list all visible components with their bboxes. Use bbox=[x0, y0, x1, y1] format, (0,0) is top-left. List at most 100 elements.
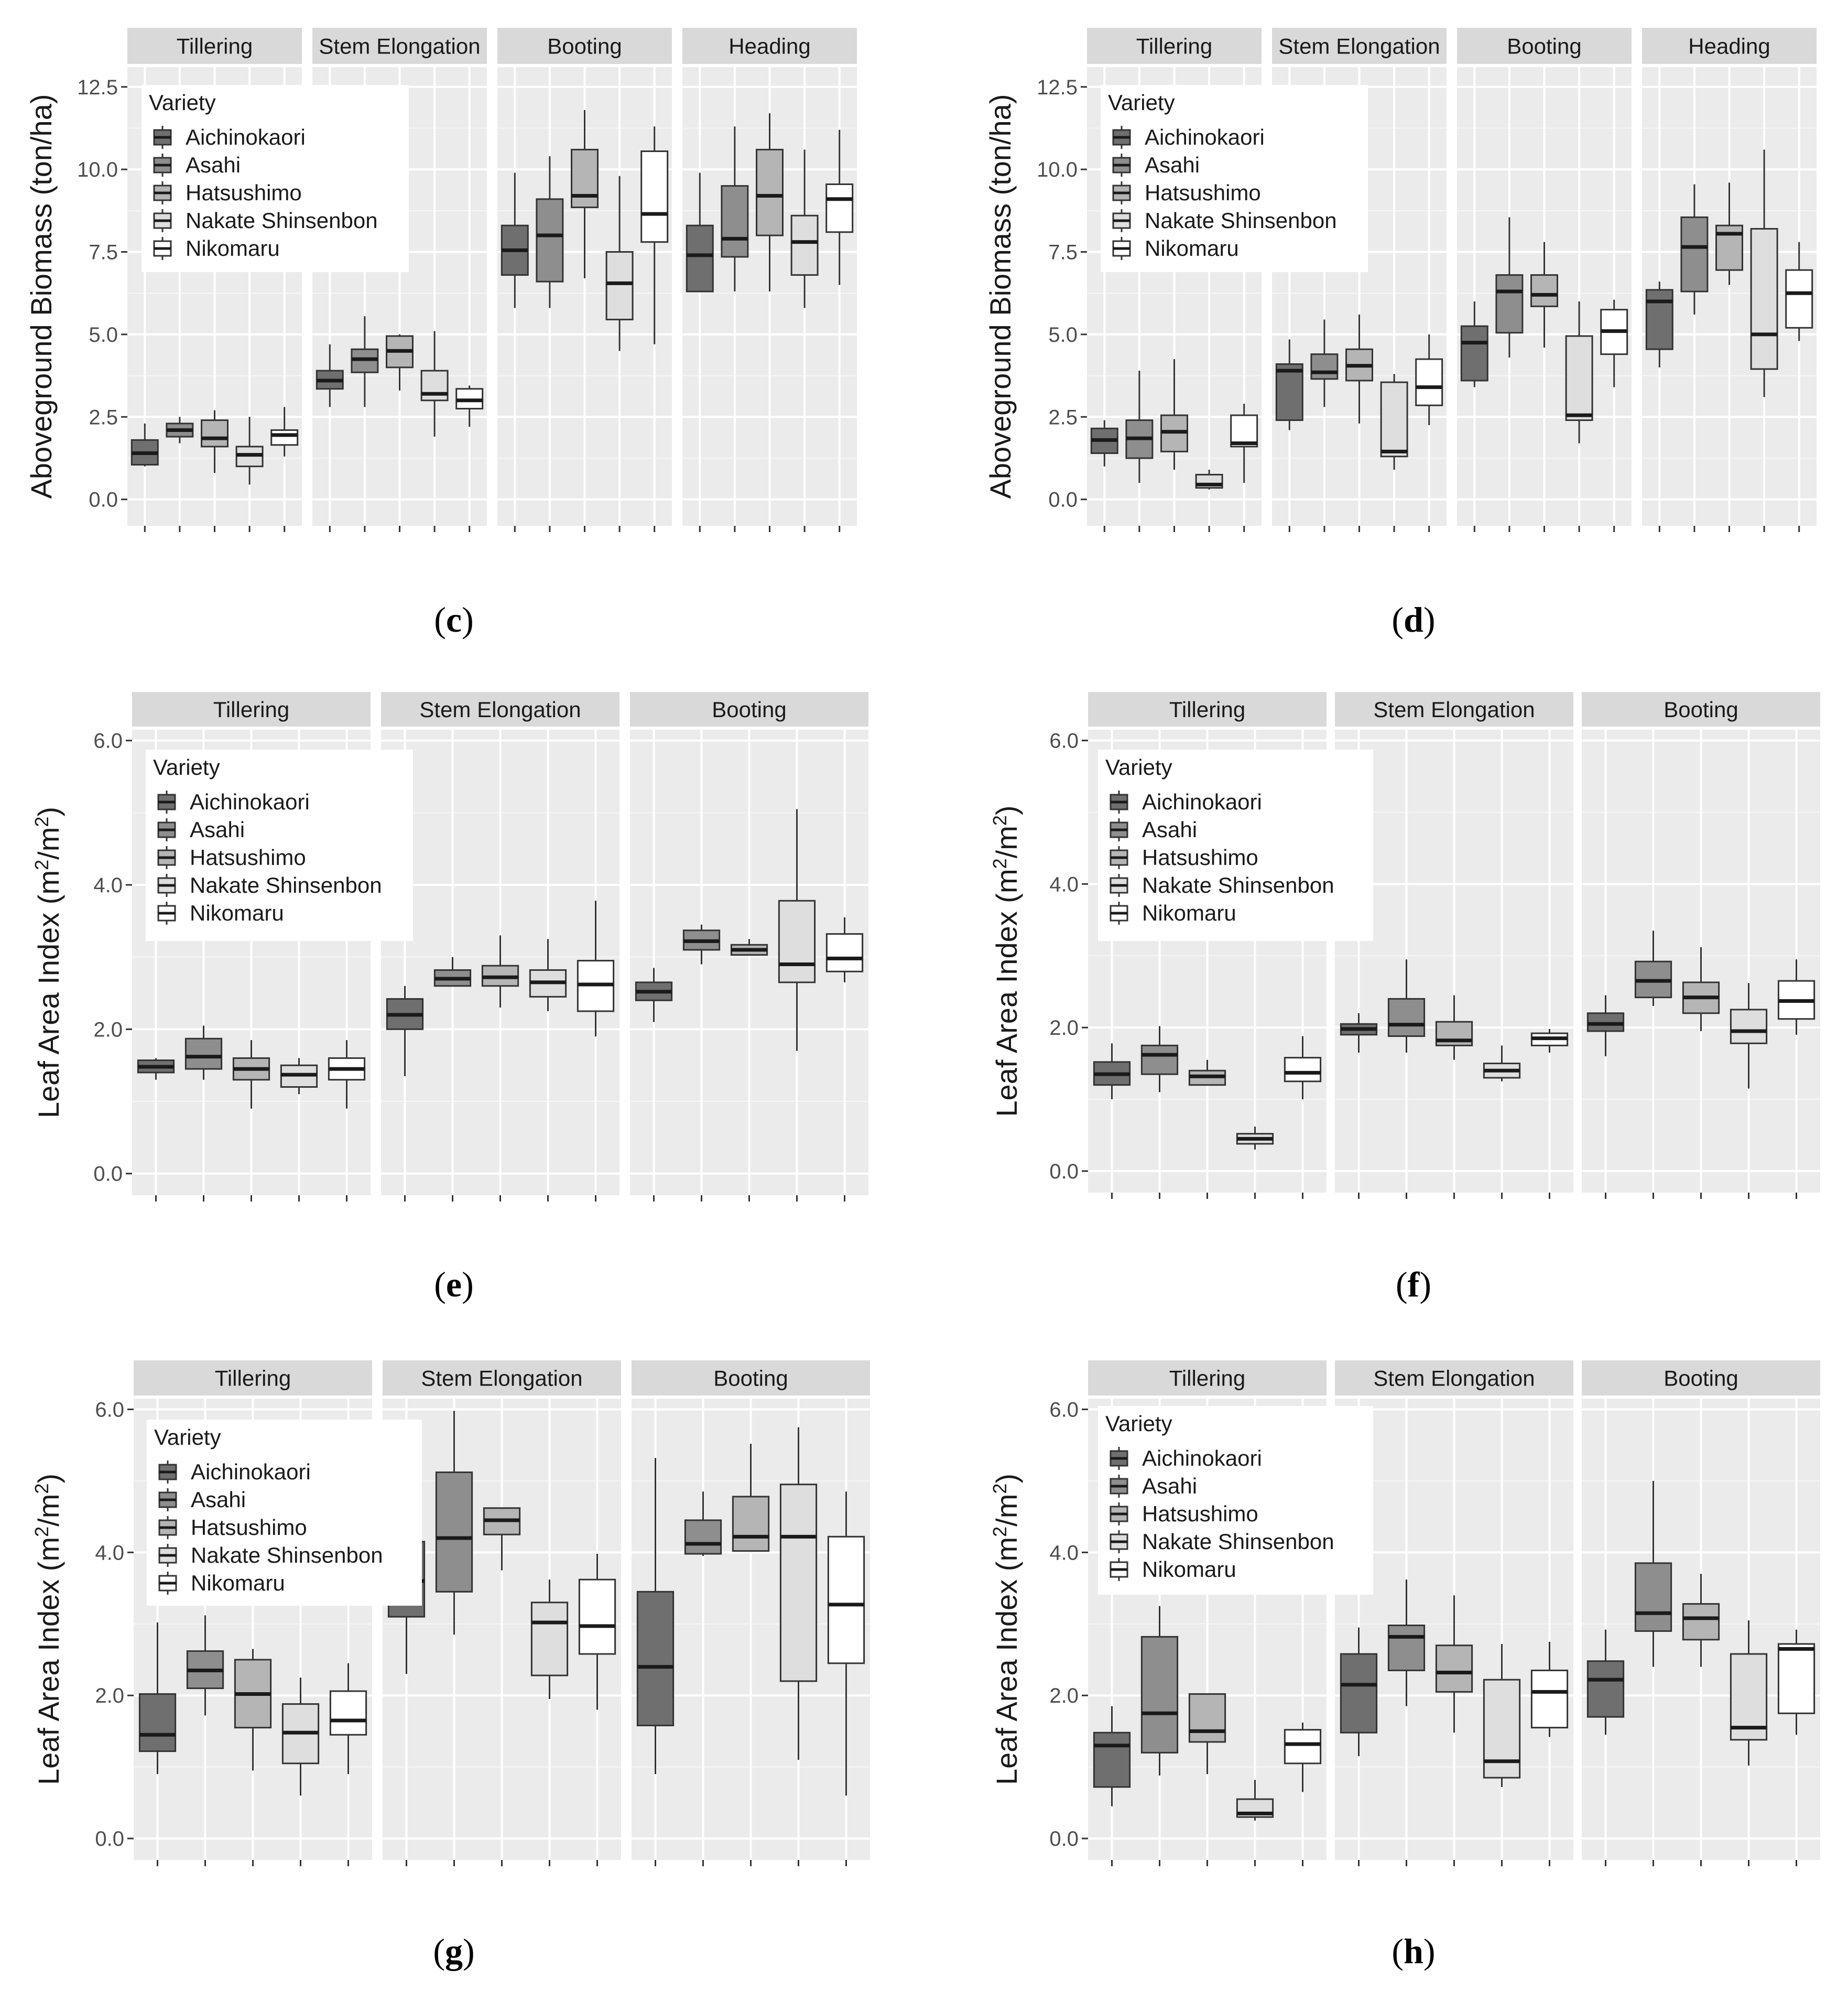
facet-booting: Booting bbox=[1457, 28, 1632, 532]
box-asahi bbox=[1634, 930, 1672, 1007]
box-iqr bbox=[1284, 1729, 1322, 1765]
box-nakate-shinsenbon bbox=[790, 149, 819, 308]
box-nakate-shinsenbon bbox=[529, 939, 567, 1011]
legend-item: Nikomaru bbox=[1110, 1557, 1236, 1582]
facet-strip-label: Tillering bbox=[215, 1366, 291, 1391]
y-tick-label: 0.0 bbox=[93, 1163, 123, 1186]
box-hatsushimo bbox=[730, 939, 768, 956]
box-iqr bbox=[1387, 1624, 1426, 1671]
box-nakate-shinsenbon bbox=[420, 331, 449, 437]
box-nikomaru bbox=[1530, 1029, 1569, 1053]
facet-booting: Booting bbox=[1582, 692, 1820, 1199]
facet-strip-label: Stem Elongation bbox=[1373, 697, 1535, 722]
facet-strip bbox=[1272, 28, 1447, 64]
box-nakate-shinsenbon bbox=[1236, 1780, 1274, 1821]
legend-label: Asahi bbox=[186, 153, 241, 177]
y-tick-label: 4.0 bbox=[1049, 873, 1079, 896]
box-iqr bbox=[1284, 1057, 1322, 1083]
panel-letter: (g) bbox=[433, 1931, 474, 1971]
facet-strip bbox=[1335, 1360, 1573, 1395]
legend-label: Aichinokaori bbox=[1142, 1446, 1262, 1470]
legend-label: Aichinokaori bbox=[186, 125, 306, 149]
facet-strip bbox=[1087, 28, 1262, 64]
facet-strip bbox=[497, 28, 672, 64]
legend-title: Variety bbox=[1105, 755, 1172, 780]
facet-strip bbox=[632, 1360, 870, 1395]
box-iqr bbox=[1645, 289, 1673, 350]
box-iqr bbox=[827, 1535, 865, 1664]
box-nakate-shinsenbon bbox=[1565, 301, 1593, 443]
facet-strip-label: Heading bbox=[1688, 34, 1770, 59]
facet-heading: Heading bbox=[1642, 28, 1817, 532]
box-iqr bbox=[1682, 1603, 1720, 1641]
box-hatsushimo bbox=[1188, 1059, 1226, 1086]
panel-g: Tillering Stem Elongation Booting 0.0 2.0 4.0… bbox=[31, 1360, 870, 1971]
box-iqr bbox=[1230, 414, 1258, 448]
box-aichinokaori bbox=[1586, 1629, 1625, 1735]
y-tick-label: 0.0 bbox=[1049, 1160, 1079, 1183]
box-aichinokaori bbox=[1093, 1706, 1131, 1806]
facet-strip bbox=[1642, 28, 1817, 64]
legend-item: Nakate Shinsenbon bbox=[1110, 873, 1334, 897]
box-nakate-shinsenbon bbox=[1730, 983, 1768, 1089]
box-nikomaru bbox=[329, 1663, 367, 1774]
box-iqr bbox=[1435, 1644, 1473, 1693]
y-tick-label: 4.0 bbox=[1049, 1541, 1079, 1564]
box-asahi bbox=[721, 126, 749, 292]
box-hatsushimo bbox=[1345, 315, 1373, 424]
box-iqr bbox=[1586, 1660, 1625, 1718]
box-asahi bbox=[1140, 1606, 1179, 1776]
box-aichinokaori bbox=[635, 968, 673, 1022]
box-asahi bbox=[1387, 959, 1426, 1053]
box-iqr bbox=[420, 370, 449, 402]
legend: Variety Aichinokaori Asahi Hatsushimo Nakate… bbox=[1098, 1406, 1373, 1595]
box-iqr bbox=[636, 1590, 675, 1727]
legend-label: Aichinokaori bbox=[190, 789, 310, 814]
legend-item: Nikomaru bbox=[1112, 236, 1239, 261]
facet-booting: Booting bbox=[1582, 1360, 1820, 1866]
facet-strip bbox=[127, 28, 302, 64]
legend-label: Hatsushimo bbox=[1142, 1501, 1258, 1526]
legend-label: Nikomaru bbox=[186, 236, 280, 261]
facet-strip bbox=[383, 1360, 621, 1395]
box-iqr bbox=[1093, 1732, 1131, 1788]
facet-strip bbox=[630, 692, 868, 727]
legend-label: Asahi bbox=[191, 1487, 246, 1512]
facet-strip-label: Tillering bbox=[213, 697, 289, 722]
legend-item: Nakate Shinsenbon bbox=[158, 1543, 383, 1567]
facet-strip-label: Tillering bbox=[1136, 34, 1212, 59]
box-aichinokaori bbox=[501, 172, 529, 308]
legend-label: Nikomaru bbox=[1145, 236, 1239, 261]
box-iqr bbox=[686, 224, 714, 293]
facet-strip bbox=[312, 28, 487, 64]
box-iqr bbox=[640, 150, 669, 243]
panel-f: Tillering Stem Elongation Booting 0.0 2.0 4.0… bbox=[989, 692, 1820, 1304]
box-asahi bbox=[684, 1491, 722, 1556]
y-tick-label: 0.0 bbox=[89, 489, 118, 512]
box-iqr bbox=[1380, 381, 1408, 458]
legend-item: Asahi bbox=[1110, 817, 1197, 842]
legend-item: Hatsushimo bbox=[158, 1515, 307, 1540]
legend-item: Aichinokaori bbox=[1110, 1446, 1262, 1470]
box-aichinokaori bbox=[1645, 282, 1673, 367]
box-iqr bbox=[825, 183, 854, 233]
legend: Variety Aichinokaori Asahi Hatsushimo Nakate… bbox=[146, 750, 413, 941]
box-iqr bbox=[1530, 1669, 1569, 1729]
facet-strip bbox=[381, 692, 619, 727]
box-aichinokaori bbox=[1460, 301, 1488, 387]
panel-h: Tillering Stem Elongation Booting 0.0 2.0 4.0… bbox=[989, 1360, 1820, 1971]
facet-strip-label: Booting bbox=[713, 1366, 788, 1391]
box-iqr bbox=[721, 185, 749, 258]
box-hatsushimo bbox=[1530, 242, 1558, 348]
panel-e: Tillering Stem Elongation Booting 0.0 2.0 4.0… bbox=[31, 692, 868, 1304]
box-hatsushimo bbox=[732, 1443, 770, 1552]
box-nakate-shinsenbon bbox=[605, 176, 634, 351]
box-iqr bbox=[825, 933, 864, 972]
box-iqr bbox=[1188, 1693, 1226, 1743]
legend-item: Nikomaru bbox=[153, 236, 280, 261]
legend-item: Asahi bbox=[157, 817, 245, 842]
box-iqr bbox=[605, 251, 634, 321]
legend: Variety Aichinokaori Asahi Hatsushimo Nakate… bbox=[1101, 85, 1368, 272]
facet-strip bbox=[682, 28, 857, 64]
y-tick-label: 10.0 bbox=[77, 158, 118, 181]
